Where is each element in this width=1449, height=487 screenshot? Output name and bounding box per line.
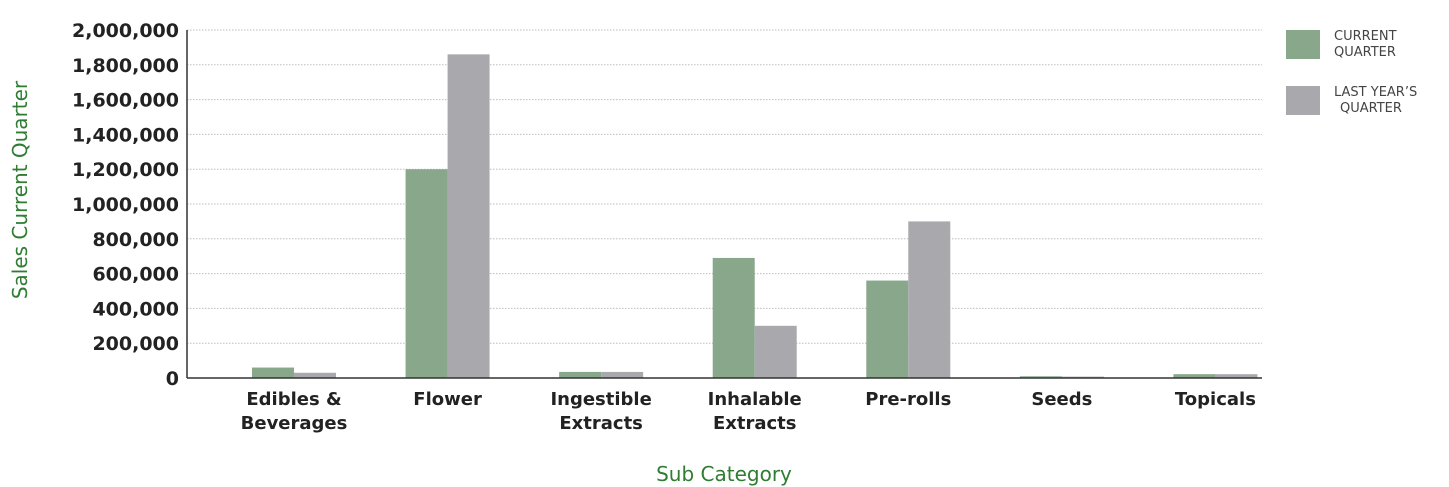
legend-label: LAST YEAR’S QUARTER xyxy=(1334,85,1417,116)
x-axis-categories: Edibles & Beverages Flower Ingestible Extrac… xyxy=(241,389,1256,434)
bar xyxy=(908,221,951,378)
bar xyxy=(866,280,909,378)
y-tick-label: 2,000,000 xyxy=(72,20,179,42)
x-category-label: Inhalable Extracts xyxy=(708,389,802,434)
y-tick-label: 0 xyxy=(166,368,179,390)
bar xyxy=(294,372,336,378)
bars xyxy=(252,54,1258,379)
bar xyxy=(754,325,797,378)
y-tick-label: 1,000,000 xyxy=(72,194,179,216)
x-category-label: Flower xyxy=(413,389,482,410)
y-axis-ticks: 0 200,000 400,000 600,000 800,000 1,000,000 1,… xyxy=(72,20,179,390)
x-category-label: Topicals xyxy=(1175,389,1256,410)
y-tick-label: 200,000 xyxy=(92,333,179,355)
y-tick-label: 600,000 xyxy=(92,264,179,286)
legend-swatch xyxy=(1286,86,1320,115)
x-category-label: Ingestible Extracts xyxy=(550,389,651,434)
x-axis-title: Sub Category xyxy=(656,462,792,486)
legend: CURRENT QUARTER LAST YEAR’S QUARTER xyxy=(1286,29,1417,116)
bar xyxy=(712,257,755,378)
legend-label: CURRENT QUARTER xyxy=(1334,29,1397,60)
y-tick-label: 1,800,000 xyxy=(72,55,179,77)
y-tick-label: 800,000 xyxy=(92,229,179,251)
legend-swatch xyxy=(1286,30,1320,59)
y-tick-label: 1,200,000 xyxy=(72,159,179,181)
bar xyxy=(405,169,448,378)
y-tick-label: 400,000 xyxy=(92,298,179,320)
bar xyxy=(252,367,294,378)
x-category-label: Edibles & Beverages xyxy=(241,389,348,434)
bar xyxy=(601,371,644,378)
bar xyxy=(447,54,490,379)
bar xyxy=(559,371,602,378)
bar xyxy=(1215,374,1258,378)
y-tick-label: 1,400,000 xyxy=(72,124,179,146)
bar xyxy=(1019,376,1062,378)
y-tick-label: 1,600,000 xyxy=(72,90,179,112)
x-category-label: Pre-rolls xyxy=(865,389,951,410)
bar xyxy=(1173,374,1216,378)
x-category-label: Seeds xyxy=(1031,389,1092,410)
y-axis-title: Sales Current Quarter xyxy=(8,80,32,299)
